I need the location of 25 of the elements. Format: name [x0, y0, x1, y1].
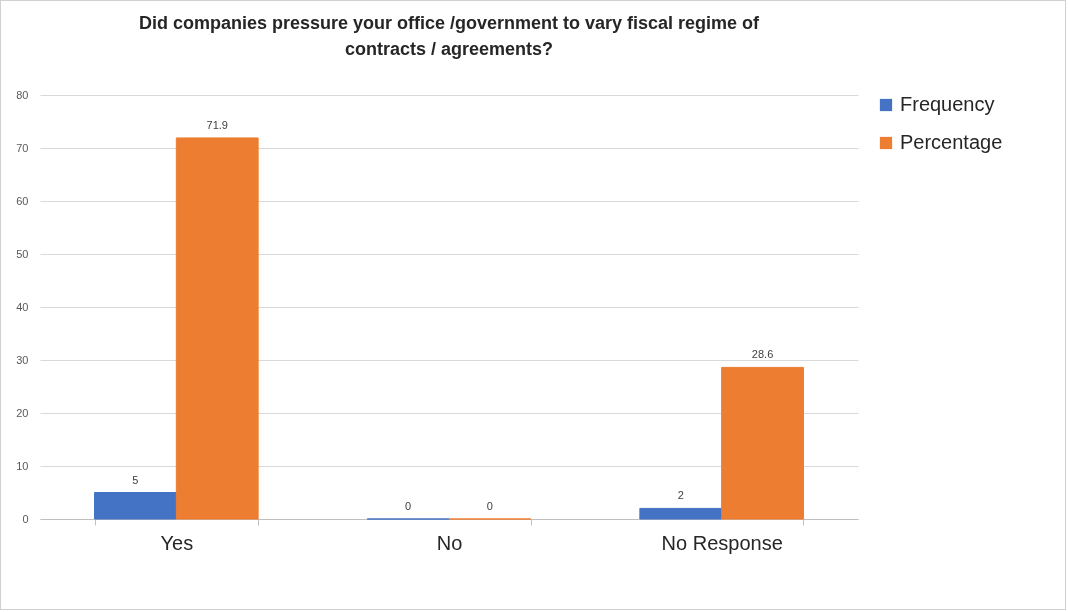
y-tick-label: 40 [16, 300, 29, 313]
x-tick-label: Yes [160, 531, 194, 554]
x-tick-label: No [436, 531, 463, 554]
y-tick-label: 50 [16, 247, 29, 260]
y-tick-label: 10 [16, 459, 29, 472]
bar [721, 366, 804, 520]
data-label: 5 [132, 473, 139, 486]
data-label: 0 [486, 500, 493, 512]
data-label: 28.6 [751, 348, 774, 361]
y-tick-label: 80 [16, 88, 29, 101]
bar [94, 492, 177, 520]
y-tick-label: 20 [16, 406, 29, 419]
y-tick-label: 30 [16, 353, 29, 366]
data-label: 71.9 [206, 118, 228, 131]
y-tick-label: 60 [16, 194, 29, 207]
bar [175, 137, 259, 520]
data-label: 0 [405, 500, 412, 512]
data-label: 2 [677, 489, 684, 502]
y-tick-label: 70 [16, 141, 29, 154]
legend-label: Frequency [900, 93, 995, 115]
y-tick-label: 0 [22, 512, 29, 525]
chart-title: Did companies pressure your office /government to vary fiscal regime of contracts / agreements? [138, 13, 761, 59]
legend-label: Percentage [900, 131, 1003, 153]
bar [639, 507, 723, 520]
x-tick-label: No Response [661, 531, 783, 554]
